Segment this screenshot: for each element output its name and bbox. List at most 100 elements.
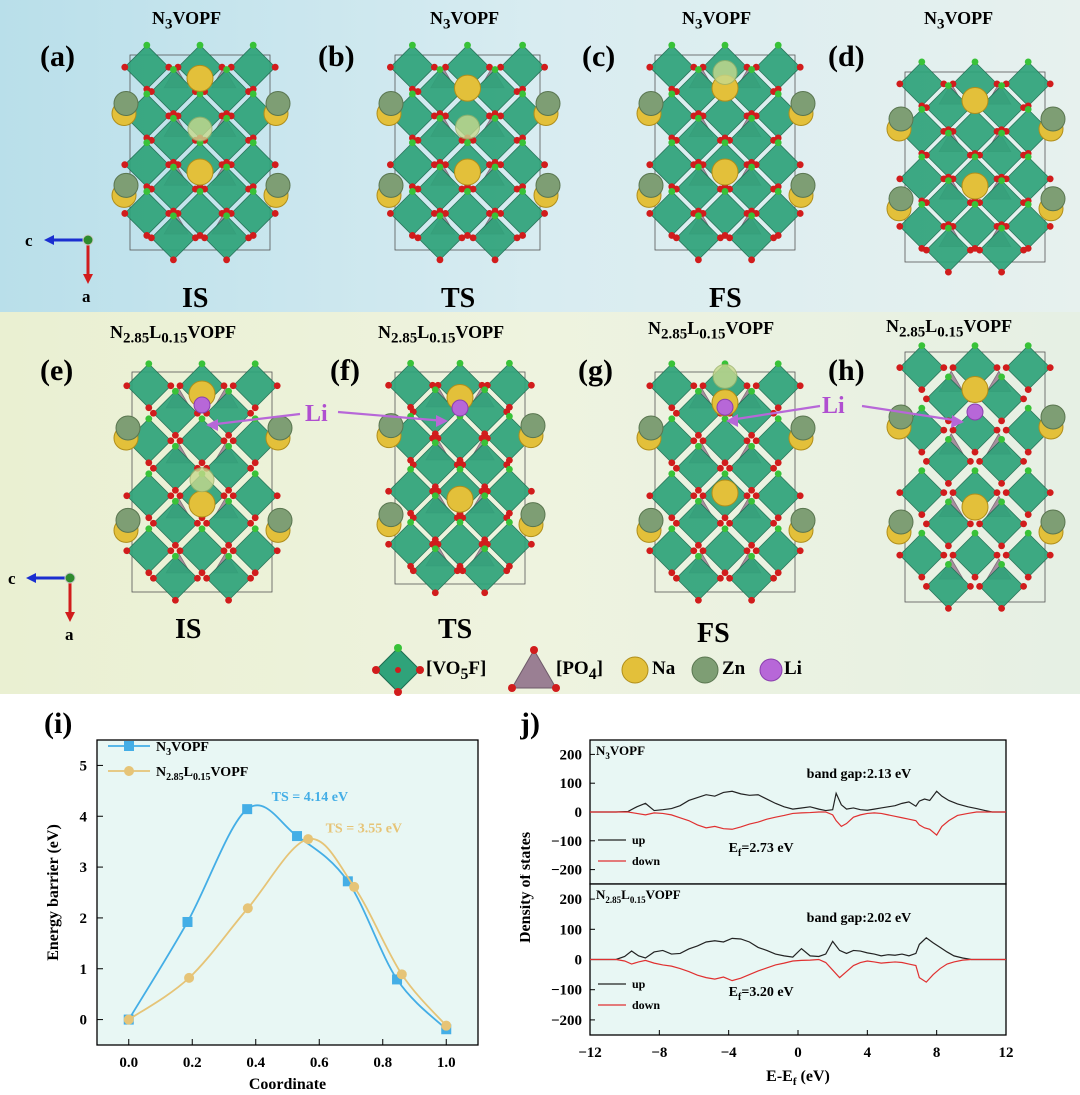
- vo5f-octahedron: [979, 438, 1025, 484]
- axis-indicator-mid: [26, 572, 76, 622]
- atom-o: [194, 519, 201, 527]
- atom-o: [1046, 489, 1054, 497]
- atom-o: [998, 373, 1005, 381]
- atom-o: [229, 492, 237, 500]
- li-arrowhead-e: [206, 419, 218, 431]
- atom-o: [442, 161, 449, 169]
- atom-o: [170, 163, 177, 171]
- atom-o: [796, 210, 804, 217]
- li-arrow-h: [861, 404, 961, 423]
- atom-o: [668, 41, 676, 49]
- atom-o: [387, 63, 394, 71]
- li-label-gh: Li: [822, 393, 845, 419]
- energy-barrier-chart: 0.0 0.2 0.4 0.6 0.8 1.0 0 1 2 3 4 5 Coordinate Energy…: [44, 707, 479, 1093]
- atom-o: [497, 161, 504, 169]
- atom-o: [690, 492, 698, 500]
- atom-o: [409, 567, 417, 575]
- atom-o: [752, 437, 760, 445]
- atom-o: [896, 222, 904, 230]
- atom-o: [748, 596, 755, 604]
- atom-o: [456, 359, 464, 367]
- panel-b-state: TS: [441, 283, 476, 314]
- y-tick-label: 4: [80, 809, 88, 825]
- atom-o: [940, 426, 948, 434]
- atom-o: [998, 224, 1005, 232]
- atom-o: [796, 492, 804, 500]
- band-gap-label: band gap:2.13 eV: [807, 767, 912, 782]
- axis-origin: [64, 572, 76, 584]
- panel-d-label: (d): [828, 40, 865, 73]
- zn-atom: [378, 413, 404, 439]
- atom-o: [387, 161, 394, 169]
- atom-o: [442, 210, 449, 217]
- atom-o: [695, 387, 702, 395]
- atom-o: [167, 437, 175, 445]
- atom-o: [695, 431, 702, 439]
- atom-o: [225, 497, 233, 505]
- atom-o: [940, 551, 948, 559]
- atom-o: [436, 114, 444, 122]
- atom-o: [223, 163, 231, 171]
- atom-o: [748, 66, 755, 73]
- atom-o: [1020, 582, 1027, 590]
- atom-o: [945, 498, 952, 506]
- atom-o: [407, 359, 414, 367]
- atom-o: [945, 479, 952, 487]
- atom-o: [229, 437, 237, 445]
- atom-o: [506, 518, 513, 526]
- x-tick-label: 0.0: [119, 1055, 138, 1071]
- y-axis-label: Energy barrier (eV): [45, 824, 62, 961]
- atom-o: [387, 210, 394, 217]
- atom-o: [796, 63, 804, 71]
- atom-o: [945, 268, 952, 276]
- atom-o: [464, 232, 471, 239]
- crystal-structures: c a c a: [8, 41, 1066, 644]
- atom-o: [673, 234, 680, 242]
- atom-o: [145, 525, 153, 533]
- atom-o: [796, 161, 804, 169]
- atom-o: [519, 85, 526, 93]
- atom-o: [1046, 80, 1054, 88]
- na-atom: [711, 479, 739, 507]
- panel-a-state: IS: [182, 283, 209, 314]
- atom-o: [699, 547, 707, 555]
- atom-o: [998, 435, 1005, 443]
- atom-o: [770, 464, 777, 472]
- chart-i-panel-label: (i): [44, 707, 72, 740]
- zn-atom: [535, 91, 561, 116]
- x-tick-label: 0: [794, 1045, 802, 1061]
- atom-o: [196, 188, 204, 195]
- panel-h-label: (h): [828, 354, 865, 387]
- atom-o: [198, 415, 206, 423]
- atom-o: [431, 545, 439, 553]
- dos-subplot-title: N2.85L0.15VOPF: [596, 887, 681, 905]
- vacancy-site: [187, 116, 213, 142]
- x-tick-label: −4: [721, 1045, 738, 1061]
- atom-o: [1024, 153, 1032, 161]
- atom-o: [998, 604, 1005, 612]
- atom-o: [198, 569, 206, 577]
- atom-o: [668, 459, 676, 467]
- atom-o: [229, 382, 237, 390]
- atom-o: [923, 457, 930, 465]
- atom-o: [748, 541, 755, 549]
- panel-g-label: (g): [578, 354, 613, 387]
- zn-atom: [638, 507, 664, 533]
- atom-o: [170, 114, 177, 122]
- y-tick-label: 0: [575, 805, 583, 821]
- atom-o: [940, 364, 948, 372]
- atom-o: [774, 188, 782, 195]
- x-tick-label: −8: [651, 1045, 667, 1061]
- atom-o: [506, 412, 513, 420]
- vo5f-octahedron: [232, 473, 278, 519]
- atom-o: [436, 207, 444, 215]
- zn-atom: [520, 502, 546, 528]
- vacancy-site: [712, 60, 738, 86]
- legend-down-label: down: [632, 998, 660, 1012]
- structure-d: [886, 58, 1066, 276]
- atom-o: [971, 200, 979, 208]
- atom-o: [721, 470, 729, 478]
- panel-g-title: N2.85L0.15VOPF: [648, 318, 775, 343]
- li-arrowhead-g: [726, 414, 738, 427]
- atom-o: [945, 373, 952, 381]
